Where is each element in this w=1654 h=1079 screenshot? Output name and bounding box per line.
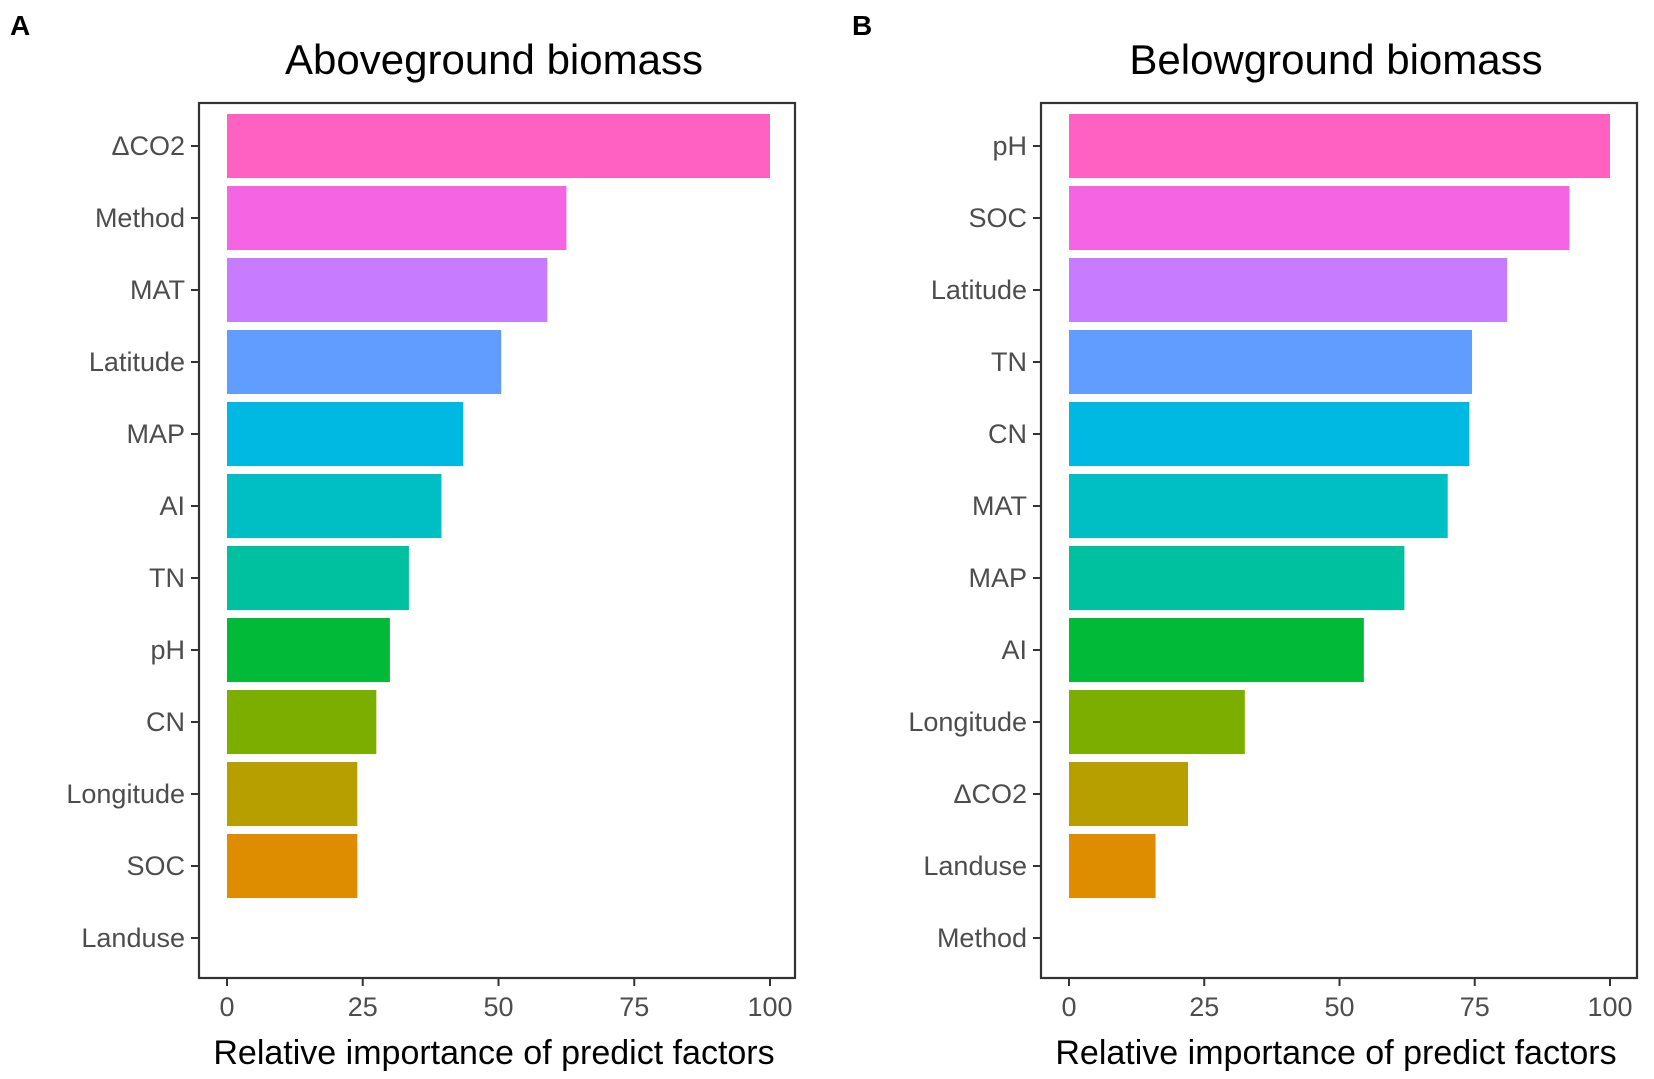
bar-map bbox=[227, 402, 464, 466]
x-axis-title: Relative importance of predict factors bbox=[1055, 1034, 1616, 1072]
chart-title: Belowground biomass bbox=[1129, 36, 1542, 83]
bar-group bbox=[227, 114, 770, 898]
bar-mat bbox=[1069, 474, 1448, 538]
bar-cn bbox=[1069, 402, 1470, 466]
x-tick-label: 75 bbox=[1460, 992, 1490, 1022]
bar-longitude bbox=[227, 762, 358, 826]
category-label: Method bbox=[937, 923, 1027, 953]
x-tick-label: 0 bbox=[1061, 992, 1076, 1022]
category-label: ΔCO2 bbox=[111, 131, 185, 161]
plot-frame bbox=[197, 101, 797, 980]
x-tick-label: 0 bbox=[219, 992, 234, 1022]
bar-ph bbox=[1069, 114, 1610, 178]
category-label: Landuse bbox=[923, 851, 1027, 881]
category-label: MAT bbox=[130, 275, 185, 305]
category-label: Landuse bbox=[81, 923, 185, 953]
x-tick-label: 25 bbox=[1189, 992, 1219, 1022]
bar-method bbox=[227, 186, 567, 250]
category-label: Latitude bbox=[931, 275, 1027, 305]
category-label: Longitude bbox=[908, 707, 1027, 737]
bar-soc bbox=[1069, 186, 1570, 250]
x-tick-label: 100 bbox=[747, 992, 792, 1022]
category-label: pH bbox=[150, 635, 185, 665]
category-label: ΔCO2 bbox=[953, 779, 1027, 809]
value-axis: 0 25 50 75 100 bbox=[1061, 978, 1633, 1022]
bar-co2 bbox=[227, 114, 770, 178]
bar-group bbox=[1069, 114, 1610, 898]
category-axis: pH SOC Latitude TN CN MAT MAP AI Longitude ΔCO2 La… bbox=[908, 131, 1041, 953]
plot-frame bbox=[1039, 101, 1639, 980]
bar-latitude bbox=[227, 330, 502, 394]
category-label: CN bbox=[988, 419, 1027, 449]
bar-tn bbox=[227, 546, 409, 610]
category-label: Method bbox=[95, 203, 185, 233]
bar-landuse bbox=[1069, 834, 1156, 898]
x-tick-label: 100 bbox=[1587, 992, 1632, 1022]
x-tick-label: 50 bbox=[483, 992, 513, 1022]
panel-letter: A bbox=[10, 10, 30, 41]
category-label: MAT bbox=[972, 491, 1027, 521]
bar-longitude bbox=[1069, 690, 1245, 754]
category-label: SOC bbox=[126, 851, 185, 881]
panel-belowground: B Belowground biomass pH SOC Latitude TN CN M… bbox=[852, 10, 1639, 1072]
bar-cn bbox=[227, 690, 377, 754]
value-axis: 0 25 50 75 100 bbox=[219, 978, 793, 1022]
bar-map bbox=[1069, 546, 1405, 610]
x-tick-label: 50 bbox=[1324, 992, 1354, 1022]
bar-tn bbox=[1069, 330, 1473, 394]
category-axis: ΔCO2 Method MAT Latitude MAP AI TN pH CN Longitud… bbox=[66, 131, 199, 953]
x-tick-label: 75 bbox=[619, 992, 649, 1022]
bar-mat bbox=[227, 258, 548, 322]
bar-ai bbox=[1069, 618, 1364, 682]
chart-title: Aboveground biomass bbox=[285, 36, 703, 83]
category-label: AI bbox=[159, 491, 185, 521]
category-label: TN bbox=[991, 347, 1027, 377]
category-label: Latitude bbox=[89, 347, 185, 377]
bar-ai bbox=[227, 474, 442, 538]
bar-ph bbox=[227, 618, 390, 682]
category-label: Longitude bbox=[66, 779, 185, 809]
category-label: AI bbox=[1001, 635, 1027, 665]
bar-latitude bbox=[1069, 258, 1508, 322]
category-label: TN bbox=[149, 563, 185, 593]
category-label: CN bbox=[146, 707, 185, 737]
x-axis-title: Relative importance of predict factors bbox=[213, 1034, 774, 1072]
panel-aboveground: A Aboveground biomass ΔCO2 Method MAT Latit… bbox=[10, 10, 797, 1072]
bar-co2 bbox=[1069, 762, 1189, 826]
x-tick-label: 25 bbox=[348, 992, 378, 1022]
category-label: MAP bbox=[968, 563, 1027, 593]
category-label: MAP bbox=[126, 419, 185, 449]
category-label: pH bbox=[992, 131, 1027, 161]
panel-letter: B bbox=[852, 10, 872, 41]
bar-soc bbox=[227, 834, 358, 898]
category-label: SOC bbox=[968, 203, 1027, 233]
